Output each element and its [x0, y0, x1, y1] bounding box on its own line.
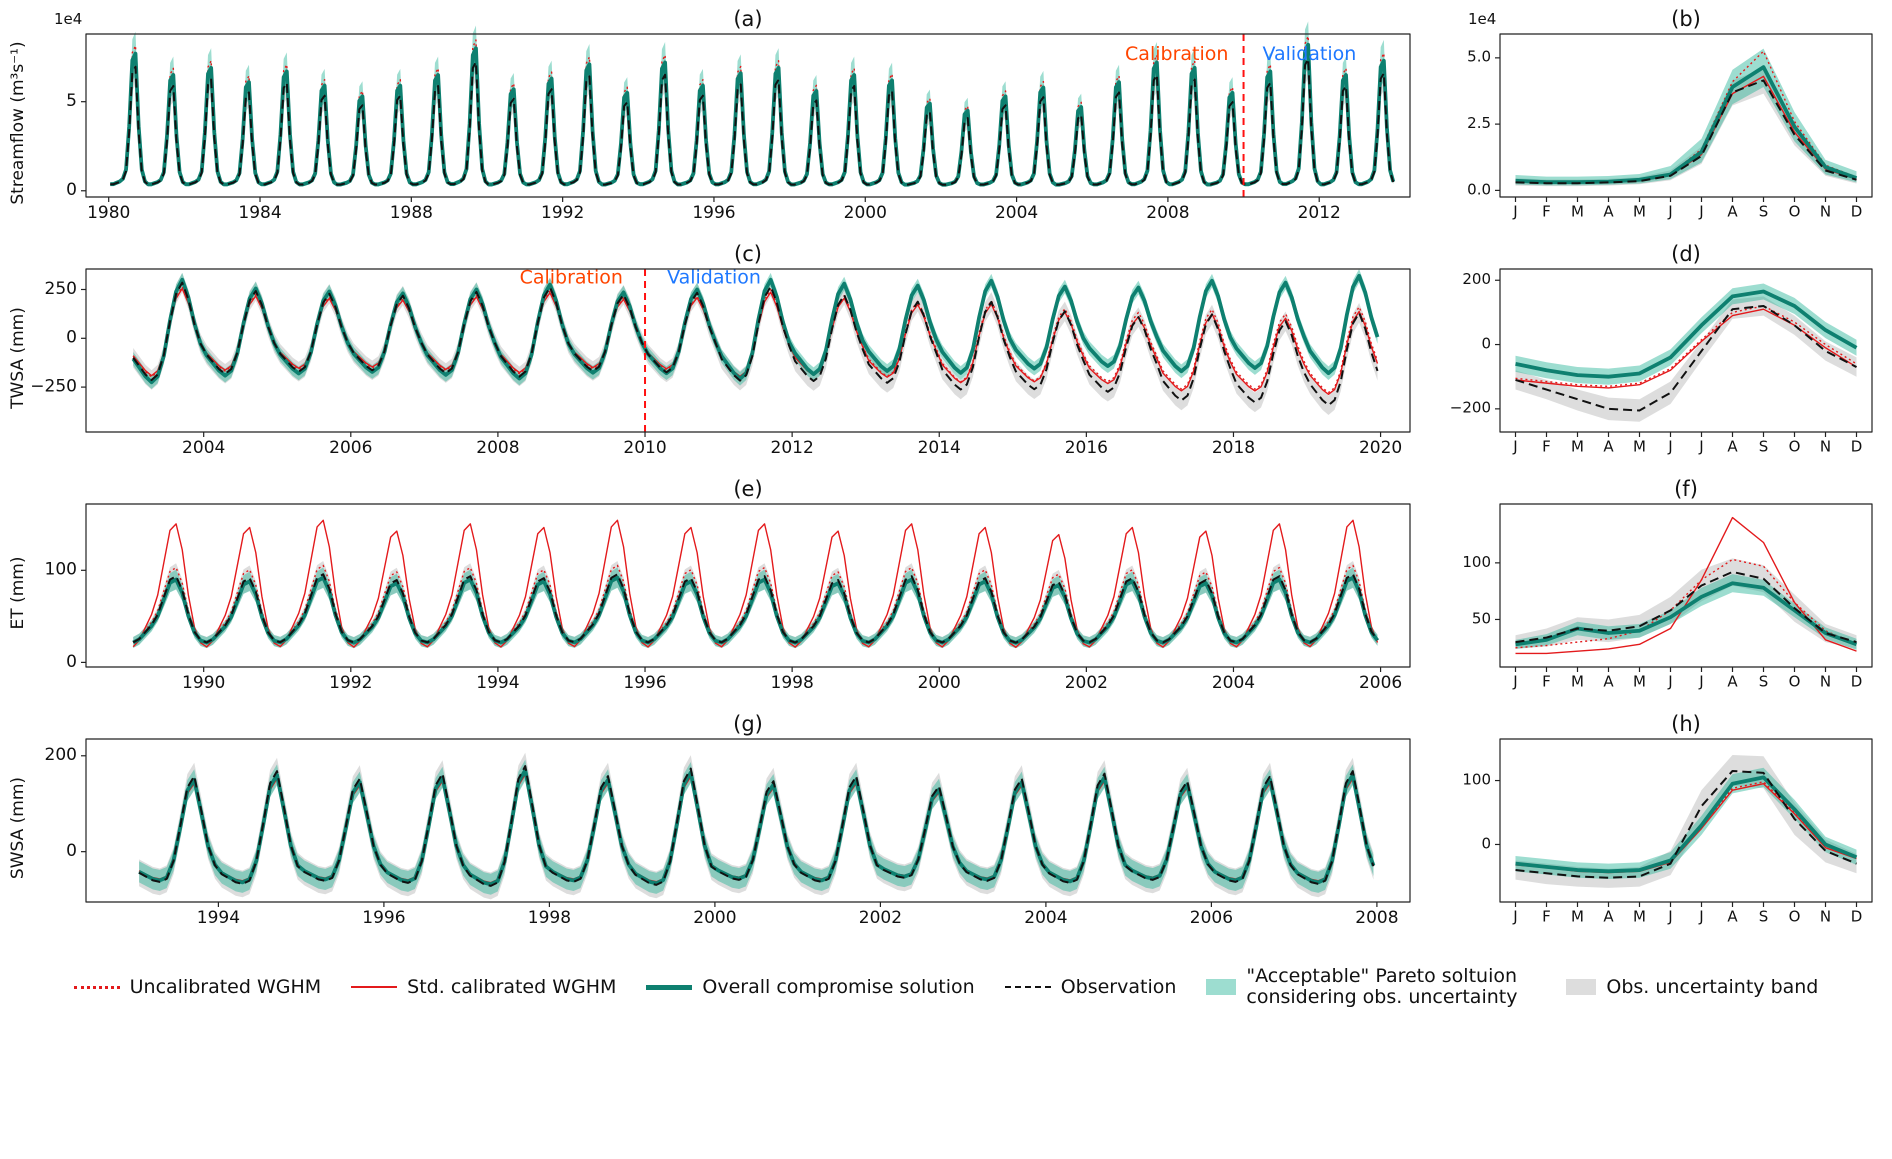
- legend-label-std-calibrated: Std. calibrated WGHM: [407, 976, 617, 999]
- solid-red-line-icon: [351, 986, 398, 989]
- panel-d-plot: [1438, 245, 1886, 470]
- panel-e-title: (e): [733, 477, 763, 501]
- panel-g-title: (g): [733, 712, 763, 736]
- thick-teal-line-icon: [646, 984, 693, 990]
- legend-item-std-calibrated: Std. calibrated WGHM: [351, 976, 616, 998]
- legend-label-obs-uncertainty: Obs. uncertainty band: [1606, 976, 1819, 999]
- legend-label-compromise: Overall compromise solution: [702, 976, 975, 999]
- panel-d: (d): [1438, 242, 1886, 470]
- panel-b: (b) 1e4: [1438, 7, 1886, 235]
- panel-c-title: (c): [734, 242, 762, 266]
- legend-item-observation: Observation: [1004, 976, 1177, 999]
- legend-label-observation: Observation: [1060, 976, 1177, 999]
- legend-item-pareto-band: "Acceptable" Pareto soltuion considering…: [1206, 965, 1536, 1009]
- legend-item-compromise: Overall compromise solution: [646, 976, 975, 999]
- panel-g-plot: [6, 715, 1426, 940]
- panel-e-ylabel: ET (mm): [8, 556, 28, 629]
- panel-b-offset-label: 1e4: [1468, 10, 1497, 28]
- legend-label-pareto-band: "Acceptable" Pareto soltuion considering…: [1246, 965, 1518, 1009]
- panel-a-ylabel: Streamflow (m³s⁻¹): [8, 40, 28, 205]
- panel-h: (h): [1438, 712, 1886, 940]
- legend-label-uncalibrated: Uncalibrated WGHM: [129, 976, 322, 999]
- legend-item-uncalibrated: Uncalibrated WGHM: [73, 976, 322, 999]
- panel-d-title: (d): [1671, 242, 1701, 266]
- panel-g-ylabel: SWSA (mm): [8, 776, 28, 879]
- panel-f-plot: [1438, 480, 1886, 705]
- dotted-red-line-icon: [73, 985, 120, 989]
- dashed-black-line-icon: [1004, 986, 1051, 989]
- panel-f: (f): [1438, 477, 1886, 705]
- row-swsa: (g) SWSA (mm) (h): [6, 712, 1886, 940]
- panel-b-plot: [1438, 10, 1886, 235]
- panel-a-offset-label: 1e4: [54, 10, 83, 28]
- panel-e: (e) ET (mm): [6, 477, 1426, 705]
- panel-a-plot: [6, 10, 1426, 235]
- panel-a: (a) Streamflow (m³s⁻¹) 1e4: [6, 7, 1426, 235]
- panel-g: (g) SWSA (mm): [6, 712, 1426, 940]
- panel-f-title: (f): [1674, 477, 1698, 501]
- panel-b-title: (b): [1671, 7, 1701, 31]
- legend: Uncalibrated WGHM Std. calibrated WGHM O…: [6, 965, 1886, 1009]
- legend-item-obs-uncertainty: Obs. uncertainty band: [1566, 976, 1818, 998]
- panel-c: (c) TWSA (mm): [6, 242, 1426, 470]
- panel-e-plot: [6, 480, 1426, 705]
- panel-h-plot: [1438, 715, 1886, 940]
- panel-h-title: (h): [1671, 712, 1701, 736]
- gray-band-swatch-icon: [1566, 979, 1597, 996]
- row-streamflow: (a) Streamflow (m³s⁻¹) 1e4 (b) 1e4: [6, 7, 1886, 235]
- panel-c-plot: [6, 245, 1426, 470]
- panel-c-ylabel: TWSA (mm): [8, 306, 28, 409]
- figure: (a) Streamflow (m³s⁻¹) 1e4 (b) 1e4 (c) T…: [6, 7, 1886, 1009]
- teal-band-swatch-icon: [1206, 979, 1237, 996]
- panel-a-title: (a): [733, 7, 763, 31]
- row-et: (e) ET (mm) (f): [6, 477, 1886, 705]
- row-twsa: (c) TWSA (mm) (d): [6, 242, 1886, 470]
